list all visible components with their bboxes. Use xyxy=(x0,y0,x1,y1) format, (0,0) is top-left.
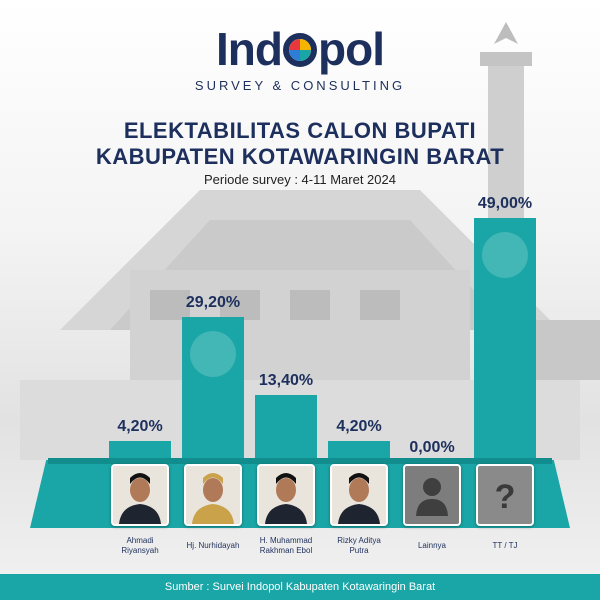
logo-text-right: pol xyxy=(318,23,385,75)
bar-1-value-label: 29,20% xyxy=(185,293,241,311)
base-platform-edge xyxy=(48,458,552,464)
chart-subtitle: Periode survey : 4-11 Maret 2024 xyxy=(204,172,396,187)
bar-2 xyxy=(255,395,317,462)
bar-3 xyxy=(328,441,390,462)
bar-4-value-label: 0,00% xyxy=(409,439,455,456)
person-icon xyxy=(403,464,461,526)
logo-o-icon xyxy=(283,33,317,67)
bar-0-value-label: 4,20% xyxy=(117,418,163,436)
logo-text-left: Ind xyxy=(216,23,283,75)
bar-1-photo-overlay xyxy=(190,330,236,377)
source-footer: Sumber : Survei Indopol Kabupaten Kotawa… xyxy=(0,574,600,600)
candidate-1-photo xyxy=(184,464,242,526)
category-2-label-1: Rakhman Ebol xyxy=(259,546,313,555)
bar-0 xyxy=(109,441,171,462)
bar-5-value-label: 49,00% xyxy=(477,195,533,212)
source-text: Sumber : Survei Indopol Kabupaten Kotawa… xyxy=(164,581,436,593)
category-4-label-0: Lainnya xyxy=(417,541,447,550)
question-icon: ? xyxy=(476,464,534,526)
category-5-label-0: TT / TJ xyxy=(492,541,518,550)
candidate-0-photo xyxy=(111,464,169,526)
chart-title: ELEKTABILITAS CALON BUPATI xyxy=(123,118,477,143)
candidate-3-photo xyxy=(330,464,388,526)
bar-2-value-label: 13,40% xyxy=(258,372,314,390)
category-0-label-1: Riyansyah xyxy=(121,546,159,555)
candidate-2-photo xyxy=(257,464,315,526)
bar-1 xyxy=(182,316,244,462)
indopol-logo: Ind pol SURVEY & CONSULTING xyxy=(0,24,600,94)
bar-3-value-label: 4,20% xyxy=(336,418,382,436)
category-1-label-0: Hj. Nurhidayah xyxy=(186,541,240,550)
svg-text:?: ? xyxy=(495,478,516,516)
chart-title-line2: KABUPATEN KOTAWARINGIN BARAT xyxy=(95,144,505,169)
category-0-label-0: Ahmadi xyxy=(126,536,154,545)
logo-tagline: SURVEY & CONSULTING xyxy=(194,78,406,93)
category-3-label-0: Rizky Aditya xyxy=(337,536,381,545)
bar-5 xyxy=(474,218,536,462)
category-3-label-1: Putra xyxy=(349,546,369,555)
bar-5-photo-overlay xyxy=(482,232,528,278)
category-2-label-0: H. Muhammad xyxy=(259,536,313,545)
